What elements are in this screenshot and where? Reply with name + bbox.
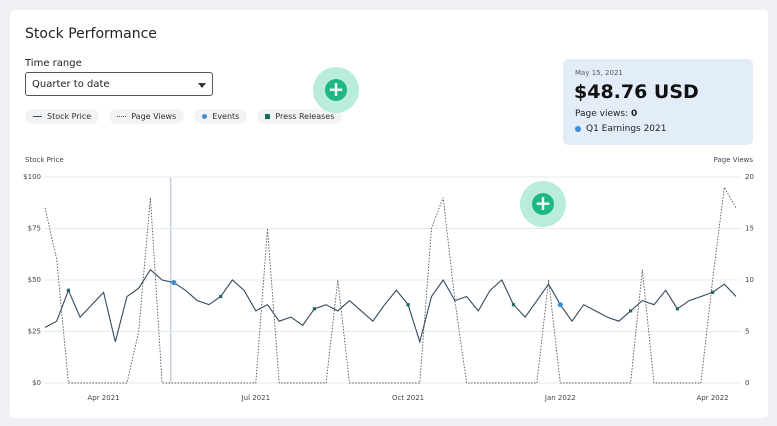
y2-tick-label: 10 xyxy=(745,276,754,284)
y-axis-label: Stock Price xyxy=(25,156,64,164)
press-release-marker xyxy=(66,288,71,292)
add-button[interactable]: + xyxy=(313,67,359,113)
y2-tick-label: 15 xyxy=(745,225,754,233)
legend-label: Press Releases xyxy=(275,112,335,121)
event-text: Q1 Earnings 2021 xyxy=(586,124,667,134)
time-range-select[interactable]: Quarter to date xyxy=(25,72,213,96)
y2-tick-label: 20 xyxy=(745,173,754,181)
label: Page views: xyxy=(575,109,629,119)
y-tick-label: $50 xyxy=(28,276,41,284)
x-tick-label: Oct 2021 xyxy=(392,394,424,402)
add-button[interactable]: + xyxy=(520,181,566,227)
press-release-marker xyxy=(406,303,410,307)
legend-item[interactable]: Page Views xyxy=(109,109,185,124)
press-release-marker xyxy=(312,307,316,311)
legend-item[interactable]: Press Releases xyxy=(257,109,343,124)
event-dot xyxy=(575,126,581,132)
title: Stock Performance xyxy=(25,26,157,42)
legend-label: Stock Price xyxy=(47,112,92,121)
legend-label: Page Views xyxy=(131,112,177,121)
legend-swatch xyxy=(33,116,42,117)
x-tick-label: Apr 2022 xyxy=(696,394,728,402)
event-marker xyxy=(557,302,563,308)
time-range-label: Time range xyxy=(25,58,82,69)
legend-label: Events xyxy=(212,112,240,121)
y-tick-label: $75 xyxy=(28,225,41,233)
tooltip-event: Q1 Earnings 2021 xyxy=(575,124,667,134)
legend: Stock Price Page Views Events Press Release… xyxy=(25,109,343,124)
y-tick-label: $25 xyxy=(28,328,41,336)
x-tick-label: Apr 2021 xyxy=(87,394,119,402)
legend-item[interactable]: Events xyxy=(194,109,248,124)
stock-line xyxy=(44,268,737,344)
y-tick-label: $0 xyxy=(32,379,41,387)
legend-swatch xyxy=(202,114,208,119)
x-tick-label: Jan 2022 xyxy=(544,394,576,402)
card: Stock Performance Time range Quarter to … xyxy=(10,10,768,418)
press-release-marker xyxy=(628,309,633,313)
select-value: Quarter to date xyxy=(32,79,110,90)
press-release-marker xyxy=(219,294,223,299)
press-release-marker xyxy=(675,307,680,311)
event-marker xyxy=(171,279,177,286)
legend-swatch xyxy=(117,116,127,117)
x-tick-label: Jul 2021 xyxy=(241,394,271,402)
legend-item[interactable]: Stock Price xyxy=(25,109,100,124)
tooltip-date: May 15, 2021 xyxy=(575,69,623,77)
tooltip-card: May 15, 2021 $48.76 USD Page views: 0 Q1… xyxy=(563,59,753,145)
y2-axis-label: Page Views xyxy=(714,156,754,164)
y2-tick-label: 5 xyxy=(745,328,749,336)
tooltip-price: $48.76 USD xyxy=(574,81,699,103)
press-release-marker xyxy=(511,303,516,307)
legend-swatch xyxy=(265,114,271,119)
caret xyxy=(198,83,206,88)
tooltip-page-views: Page views: 0 xyxy=(575,109,637,119)
press-release-marker xyxy=(710,290,715,294)
y-tick-label: $100 xyxy=(23,173,41,181)
value: 0 xyxy=(630,109,638,119)
y2-tick-label: 0 xyxy=(745,379,749,387)
page-views-line xyxy=(44,185,737,384)
